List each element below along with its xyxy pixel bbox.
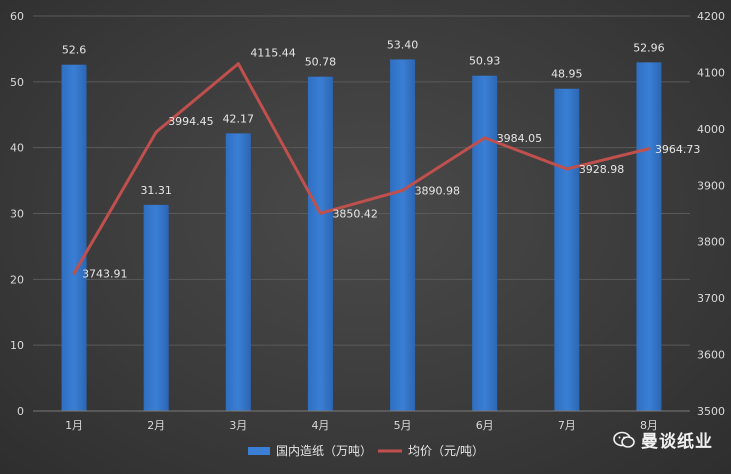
line-value-label: 3743.91: [82, 267, 128, 280]
line-value-label: 3890.98: [415, 184, 461, 197]
line-value-label: 3984.05: [497, 132, 543, 145]
line-value-label: 3850.42: [332, 207, 378, 220]
bar-value-label: 50.78: [305, 56, 337, 69]
x-tick-label: 8月: [640, 419, 658, 432]
bar: [143, 204, 169, 411]
bar-value-label: 50.93: [469, 55, 501, 68]
line-point: [236, 62, 240, 66]
watermark-text: 曼谈纸业: [641, 432, 713, 452]
left-tick-label: 60: [10, 10, 24, 23]
watermark: 曼谈纸业: [613, 427, 713, 452]
right-y-axis: 3500 3600 3700 3800 3900 4000 4100 4200: [697, 10, 725, 418]
line-value-label: 4115.44: [250, 47, 296, 60]
price-line: [72, 62, 650, 275]
right-tick-label: 4100: [697, 66, 725, 79]
x-tick-label: 4月: [311, 419, 329, 432]
bar: [61, 64, 87, 411]
bar: [554, 88, 580, 411]
line-value-label: 3928.98: [579, 163, 625, 176]
right-tick-label: 4200: [697, 10, 725, 23]
right-tick-label: 3700: [697, 292, 725, 305]
bar-value-label: 48.95: [551, 68, 583, 81]
wechat-icon: [613, 431, 635, 448]
left-tick-label: 50: [10, 76, 24, 89]
line-series: [72, 62, 651, 275]
bar: [307, 76, 333, 411]
legend-label-bar: 国内造纸（万吨）: [276, 444, 372, 458]
left-tick-label: 20: [10, 273, 24, 286]
bar-value-label: 52.6: [62, 44, 87, 57]
x-tick-label: 5月: [394, 419, 412, 432]
x-tick-label: 2月: [147, 419, 165, 432]
right-tick-label: 3900: [697, 179, 725, 192]
line-data-labels: 3743.91 3994.45 4115.44 3850.42 3890.98 3984.…: [82, 47, 700, 281]
bar-value-label: 31.31: [140, 184, 172, 197]
right-tick-label: 4000: [697, 123, 725, 136]
left-tick-label: 40: [10, 142, 24, 155]
line-point: [483, 136, 487, 140]
bar: [472, 75, 498, 412]
left-tick-label: 0: [17, 405, 24, 418]
bar: [225, 133, 251, 411]
x-tick-label: 1月: [65, 419, 83, 432]
line-point: [318, 211, 322, 215]
x-axis: 1月 2月 3月 4月 5月 6月 7月 8月: [33, 410, 690, 432]
line-point: [72, 271, 76, 275]
line-value-label: 3994.45: [168, 115, 214, 128]
bar-value-label: 53.40: [387, 38, 419, 51]
bar-data-labels: 52.6 31.31 42.17 50.78 53.40 50.93 48.95 52.96: [62, 38, 665, 196]
right-tick-label: 3500: [697, 405, 725, 418]
right-tick-label: 3800: [697, 236, 725, 249]
line-point: [565, 167, 569, 171]
line-value-label: 3964.73: [655, 143, 701, 156]
legend-label-line: 均价（元/吨）: [408, 444, 484, 458]
bar: [636, 62, 662, 411]
legend: 国内造纸（万吨） 均价（元/吨）: [248, 444, 484, 458]
x-tick-label: 7月: [558, 419, 576, 432]
right-tick-label: 3600: [697, 349, 725, 362]
left-tick-label: 30: [10, 208, 24, 221]
bar-series: [61, 59, 662, 412]
bar-value-label: 52.96: [633, 41, 665, 54]
left-y-axis: 0 10 20 30 40 50 60: [10, 10, 24, 418]
line-point: [647, 147, 651, 151]
bar-value-label: 42.17: [223, 112, 255, 125]
line-point: [401, 188, 405, 192]
x-tick-label: 3月: [229, 419, 247, 432]
left-tick-label: 10: [10, 339, 24, 352]
gridlines: [33, 15, 690, 412]
x-tick-label: 6月: [476, 419, 494, 432]
bar: [390, 59, 416, 411]
line-point: [154, 130, 158, 134]
legend-swatch-bar: [248, 447, 270, 455]
